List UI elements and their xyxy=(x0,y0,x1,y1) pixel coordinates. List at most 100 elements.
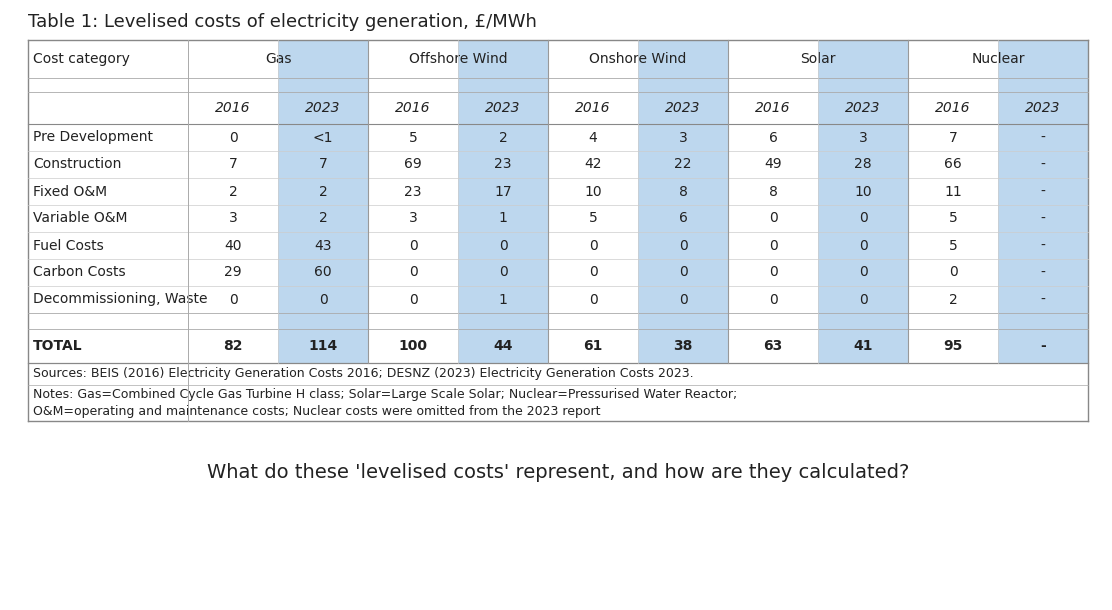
Text: TOTAL: TOTAL xyxy=(33,339,82,353)
Bar xyxy=(28,92,188,124)
Bar xyxy=(368,178,458,205)
Text: 2023: 2023 xyxy=(665,101,701,115)
Text: 3: 3 xyxy=(858,131,867,145)
Text: 0: 0 xyxy=(408,239,417,253)
Bar xyxy=(188,40,278,78)
Bar xyxy=(188,232,278,259)
Bar xyxy=(368,329,458,363)
Text: 82: 82 xyxy=(224,339,242,353)
Text: 0: 0 xyxy=(229,131,237,145)
Bar xyxy=(458,232,548,259)
Text: 2023: 2023 xyxy=(845,101,881,115)
Text: 5: 5 xyxy=(949,212,957,226)
Text: Variable O&M: Variable O&M xyxy=(33,212,128,226)
Bar xyxy=(997,40,1088,78)
Bar xyxy=(638,40,728,78)
Text: 60: 60 xyxy=(315,265,331,279)
Bar xyxy=(728,92,818,124)
Bar xyxy=(818,286,909,313)
Text: 22: 22 xyxy=(674,157,692,171)
Bar xyxy=(728,205,818,232)
Bar xyxy=(728,259,818,286)
Text: 0: 0 xyxy=(319,293,327,306)
Bar xyxy=(997,151,1088,178)
Bar xyxy=(909,232,997,259)
Bar xyxy=(548,124,638,151)
Bar xyxy=(997,78,1088,92)
Text: 100: 100 xyxy=(398,339,427,353)
Bar xyxy=(909,40,997,78)
Bar xyxy=(818,92,909,124)
Text: 7: 7 xyxy=(229,157,237,171)
Bar xyxy=(188,313,278,329)
Text: -: - xyxy=(1041,293,1045,306)
Text: 29: 29 xyxy=(225,265,241,279)
Text: 0: 0 xyxy=(858,265,867,279)
Text: 2016: 2016 xyxy=(575,101,610,115)
Bar xyxy=(909,329,997,363)
Text: 2: 2 xyxy=(229,184,237,198)
Bar xyxy=(278,78,368,92)
Text: 2: 2 xyxy=(498,131,507,145)
Bar xyxy=(548,178,638,205)
Text: Construction: Construction xyxy=(33,157,121,171)
Bar xyxy=(548,259,638,286)
Bar xyxy=(638,313,728,329)
Bar xyxy=(638,78,728,92)
Text: 0: 0 xyxy=(858,239,867,253)
Bar xyxy=(368,286,458,313)
Bar xyxy=(548,205,638,232)
Text: 3: 3 xyxy=(408,212,417,226)
Text: Pre Development: Pre Development xyxy=(33,131,153,145)
Text: 23: 23 xyxy=(405,184,421,198)
Bar xyxy=(458,124,548,151)
Text: 0: 0 xyxy=(588,265,597,279)
Text: -: - xyxy=(1041,157,1045,171)
Bar xyxy=(368,40,458,78)
Text: -: - xyxy=(1041,239,1045,253)
Bar xyxy=(458,40,548,78)
Text: -: - xyxy=(1041,212,1045,226)
Bar xyxy=(548,40,638,78)
Bar xyxy=(818,259,909,286)
Bar xyxy=(818,232,909,259)
Text: 10: 10 xyxy=(854,184,872,198)
Text: 0: 0 xyxy=(588,239,597,253)
Bar xyxy=(458,286,548,313)
Bar xyxy=(909,259,997,286)
Bar xyxy=(728,124,818,151)
Text: 41: 41 xyxy=(853,339,873,353)
Bar xyxy=(818,329,909,363)
Bar xyxy=(728,178,818,205)
Text: 0: 0 xyxy=(858,212,867,226)
Bar xyxy=(638,329,728,363)
Text: 114: 114 xyxy=(308,339,338,353)
Bar xyxy=(188,151,278,178)
Bar xyxy=(548,78,638,92)
Text: 2016: 2016 xyxy=(216,101,250,115)
Bar xyxy=(278,40,368,78)
Text: 38: 38 xyxy=(673,339,693,353)
Bar xyxy=(28,329,188,363)
Text: -: - xyxy=(1041,131,1045,145)
Text: 0: 0 xyxy=(678,293,687,306)
Text: 0: 0 xyxy=(678,265,687,279)
Text: 17: 17 xyxy=(494,184,512,198)
Text: What do these 'levelised costs' represent, and how are they calculated?: What do these 'levelised costs' represen… xyxy=(207,464,910,483)
Bar xyxy=(909,124,997,151)
Bar xyxy=(997,124,1088,151)
Text: 10: 10 xyxy=(584,184,602,198)
Bar xyxy=(638,151,728,178)
Bar xyxy=(188,178,278,205)
Text: 8: 8 xyxy=(678,184,687,198)
Bar xyxy=(818,151,909,178)
Bar xyxy=(458,259,548,286)
Bar xyxy=(278,232,368,259)
Bar xyxy=(28,232,188,259)
Text: 5: 5 xyxy=(588,212,597,226)
Bar xyxy=(548,286,638,313)
Text: 3: 3 xyxy=(678,131,687,145)
Text: 0: 0 xyxy=(408,265,417,279)
Bar xyxy=(909,78,997,92)
Bar xyxy=(638,92,728,124)
